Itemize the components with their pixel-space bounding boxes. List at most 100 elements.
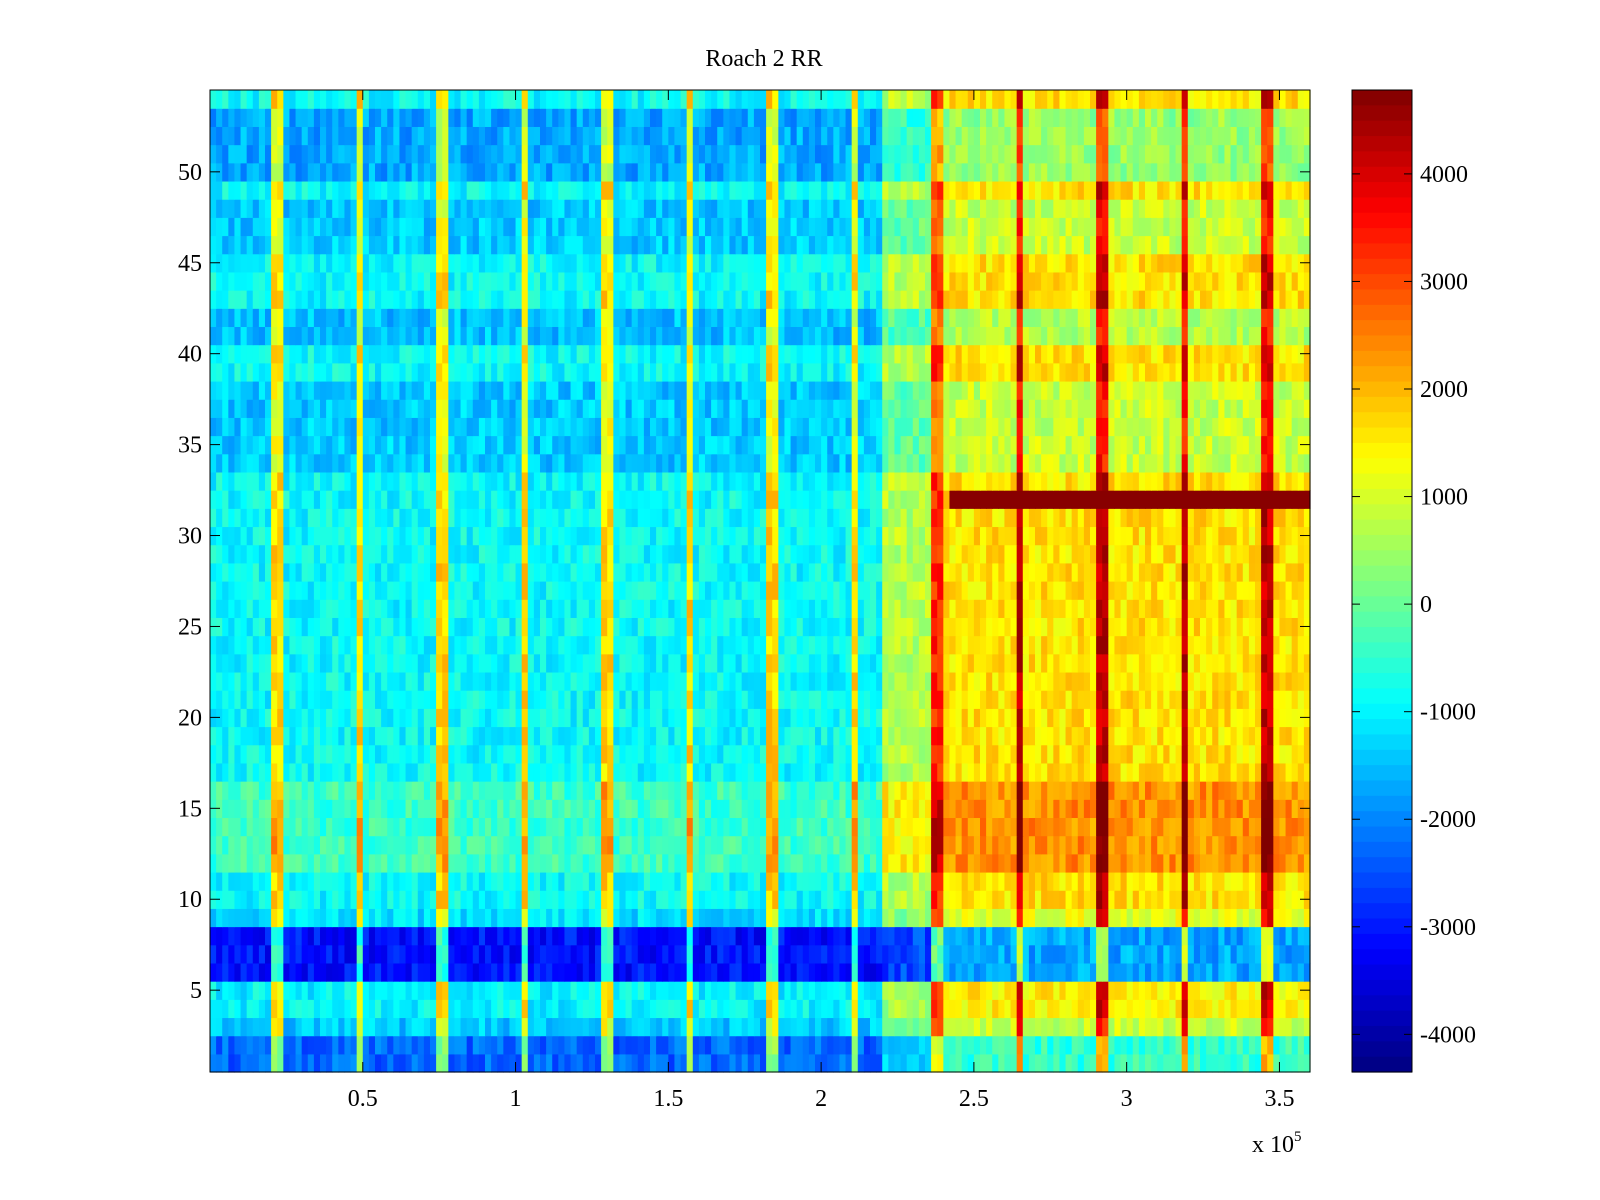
- heatmap-cell: [668, 1035, 676, 1055]
- heatmap-cell: [1120, 671, 1128, 691]
- heatmap-cell: [870, 999, 877, 1019]
- heatmap-cell: [436, 1017, 443, 1037]
- heatmap-cell: [362, 981, 370, 1000]
- heatmap-cell: [937, 581, 944, 600]
- heatmap-cell: [1022, 562, 1030, 582]
- heatmap-cell: [491, 817, 498, 837]
- heatmap-cell: [833, 599, 841, 618]
- heatmap-cell: [1212, 926, 1219, 946]
- heatmap-cell: [216, 1035, 223, 1055]
- heatmap-cell: [631, 671, 639, 691]
- heatmap-cell: [1200, 999, 1207, 1019]
- heatmap-cell: [723, 726, 731, 746]
- heatmap-cell: [1285, 690, 1293, 709]
- heatmap-cell: [1096, 926, 1103, 946]
- heatmap-cell: [851, 853, 859, 873]
- heatmap-cell: [430, 762, 437, 782]
- heatmap-cell: [265, 1053, 272, 1073]
- heatmap-cell: [1273, 1017, 1281, 1037]
- heatmap-cell: [918, 962, 926, 982]
- heatmap-cell: [485, 890, 492, 909]
- heatmap-cell: [808, 581, 816, 600]
- heatmap-cell: [246, 944, 254, 964]
- heatmap-cell: [271, 999, 278, 1019]
- heatmap-cell: [1059, 1017, 1067, 1037]
- heatmap-cell: [558, 599, 566, 618]
- heatmap-cell: [338, 726, 346, 746]
- heatmap-cell: [271, 981, 278, 1000]
- heatmap-cell: [784, 871, 792, 891]
- heatmap-cell: [662, 708, 669, 728]
- heatmap-cell: [234, 962, 242, 982]
- heatmap-cell: [454, 1053, 462, 1073]
- heatmap-cell: [301, 1035, 309, 1055]
- heatmap-cell: [1083, 744, 1091, 764]
- heatmap-cell: [1273, 799, 1281, 819]
- heatmap-cell: [845, 671, 853, 691]
- heatmap-cell: [961, 744, 969, 764]
- heatmap-cell: [1181, 781, 1189, 800]
- heatmap-cell: [808, 944, 816, 964]
- heatmap-cell: [411, 926, 419, 946]
- heatmap-cell: [1028, 1017, 1036, 1037]
- heatmap-cell: [210, 999, 217, 1019]
- heatmap-cell: [753, 617, 761, 637]
- heatmap-cell: [295, 835, 303, 855]
- heatmap-cell: [1059, 853, 1067, 873]
- heatmap-cell: [1224, 671, 1232, 691]
- heatmap-cell: [1267, 653, 1274, 673]
- heatmap-cell: [436, 671, 443, 691]
- heatmap-cell: [637, 744, 645, 764]
- heatmap-cell: [1193, 1053, 1201, 1073]
- heatmap-cell: [362, 562, 370, 582]
- heatmap-cell: [882, 581, 889, 600]
- heatmap-cell: [210, 835, 217, 855]
- heatmap-cell: [760, 999, 767, 1019]
- heatmap-cell: [1053, 799, 1061, 819]
- heatmap-cell: [1108, 762, 1116, 782]
- heatmap-cell: [277, 562, 284, 582]
- heatmap-cell: [326, 944, 333, 964]
- heatmap-cell: [760, 908, 767, 928]
- heatmap-cell: [588, 944, 596, 964]
- heatmap-cell: [258, 562, 266, 582]
- heatmap-cell: [222, 726, 229, 746]
- heatmap-cell: [344, 962, 352, 982]
- heatmap-cell: [1279, 981, 1287, 1000]
- heatmap-cell: [955, 1017, 963, 1037]
- heatmap-cell: [1206, 835, 1213, 855]
- heatmap-cell: [711, 744, 718, 764]
- heatmap-cell: [1090, 781, 1097, 800]
- heatmap-cell: [1083, 708, 1091, 728]
- heatmap-cell: [686, 581, 694, 600]
- heatmap-cell: [851, 599, 859, 618]
- heatmap-cell: [1181, 690, 1189, 709]
- heatmap-cell: [943, 708, 951, 728]
- heatmap-cell: [472, 671, 480, 691]
- heatmap-cell: [411, 726, 419, 746]
- heatmap-cell: [961, 1017, 969, 1037]
- heatmap-cell: [356, 690, 364, 709]
- heatmap-cell: [1163, 944, 1171, 964]
- heatmap-cell: [1138, 762, 1146, 782]
- heatmap-cell: [1035, 1053, 1042, 1073]
- heatmap-cell: [845, 690, 853, 709]
- heatmap-cell: [234, 744, 242, 764]
- heatmap-cell: [368, 944, 376, 964]
- heatmap-cell: [821, 962, 828, 982]
- heatmap-cell: [870, 835, 877, 855]
- heatmap-cell: [570, 908, 578, 928]
- heatmap-cell: [393, 999, 401, 1019]
- heatmap-cell: [338, 890, 346, 909]
- heatmap-cell: [1206, 762, 1213, 782]
- heatmap-cell: [1193, 817, 1201, 837]
- heatmap-cell: [228, 617, 236, 637]
- heatmap-cell: [698, 926, 706, 946]
- heatmap-cell: [1035, 817, 1042, 837]
- heatmap-cell: [766, 690, 773, 709]
- heatmap-cell: [802, 799, 810, 819]
- heatmap-cell: [1022, 635, 1030, 655]
- heatmap-cell: [961, 581, 969, 600]
- heatmap-cell: [631, 908, 639, 928]
- heatmap-cell: [1053, 890, 1061, 909]
